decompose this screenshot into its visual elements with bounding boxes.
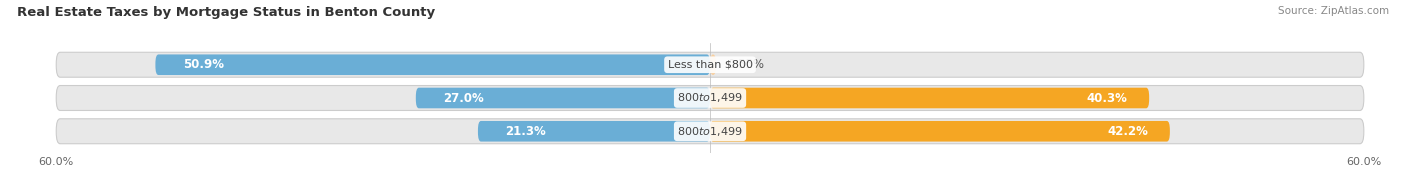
Text: 0.55%: 0.55% <box>727 58 763 71</box>
FancyBboxPatch shape <box>710 121 1170 142</box>
Text: 27.0%: 27.0% <box>443 92 484 104</box>
Text: 42.2%: 42.2% <box>1107 125 1149 138</box>
FancyBboxPatch shape <box>710 54 716 75</box>
Text: Real Estate Taxes by Mortgage Status in Benton County: Real Estate Taxes by Mortgage Status in … <box>17 6 434 19</box>
FancyBboxPatch shape <box>156 54 710 75</box>
FancyBboxPatch shape <box>56 52 1364 77</box>
Text: $800 to $1,499: $800 to $1,499 <box>678 92 742 104</box>
Text: 50.9%: 50.9% <box>183 58 224 71</box>
Text: 40.3%: 40.3% <box>1087 92 1128 104</box>
FancyBboxPatch shape <box>478 121 710 142</box>
Text: Source: ZipAtlas.com: Source: ZipAtlas.com <box>1278 6 1389 16</box>
FancyBboxPatch shape <box>710 88 1149 108</box>
FancyBboxPatch shape <box>416 88 710 108</box>
FancyBboxPatch shape <box>56 85 1364 111</box>
Text: 21.3%: 21.3% <box>505 125 546 138</box>
FancyBboxPatch shape <box>56 119 1364 144</box>
Text: Less than $800: Less than $800 <box>668 60 752 70</box>
Text: $800 to $1,499: $800 to $1,499 <box>678 125 742 138</box>
